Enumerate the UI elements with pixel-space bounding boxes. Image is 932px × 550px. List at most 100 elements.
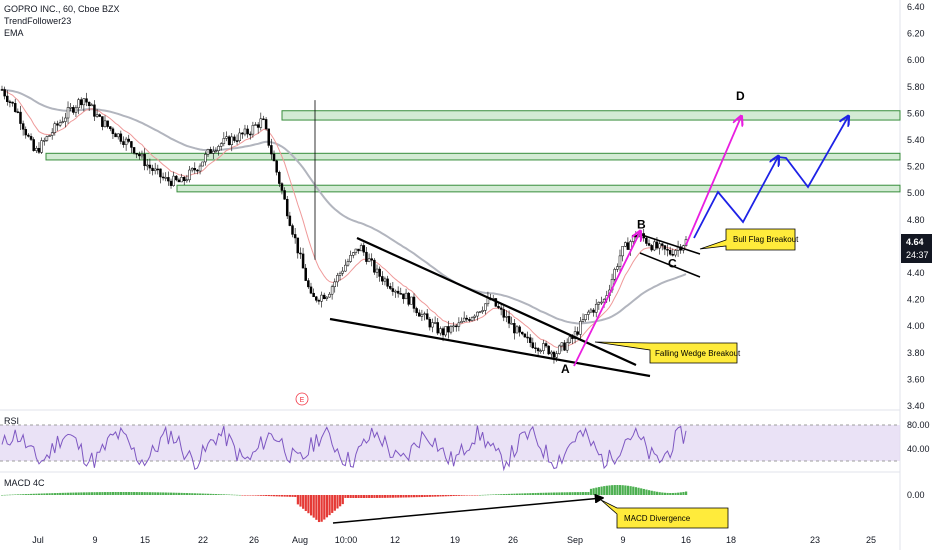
macd-bar bbox=[587, 492, 590, 495]
macd-bar bbox=[489, 494, 492, 496]
macd-bar bbox=[368, 495, 371, 498]
callout-macd-divergence[interactable]: MACD Divergence bbox=[600, 499, 729, 529]
macd-bar bbox=[225, 494, 228, 495]
macd-bar bbox=[98, 492, 101, 495]
candle-body bbox=[602, 299, 606, 303]
macd-bar bbox=[418, 495, 421, 498]
resistance-zone[interactable] bbox=[176, 184, 901, 193]
macd-bar bbox=[584, 492, 587, 495]
resistance-zones bbox=[45, 110, 901, 193]
macd-bar bbox=[523, 493, 527, 495]
macd-bar bbox=[22, 494, 25, 495]
macd-bar bbox=[304, 495, 307, 512]
macd-bar bbox=[170, 492, 173, 495]
candle-body bbox=[177, 179, 181, 183]
macd-bar bbox=[613, 485, 616, 495]
candle-body bbox=[518, 326, 521, 333]
macd-bar bbox=[492, 494, 495, 495]
candle-body bbox=[72, 107, 75, 113]
symbol-title[interactable]: GOPRO INC., 60, Cboe BZX bbox=[4, 4, 120, 14]
macd-bar bbox=[156, 492, 160, 495]
macd-bar bbox=[191, 493, 194, 495]
macd-bar bbox=[640, 488, 643, 495]
point-label-a: A bbox=[561, 362, 570, 376]
macd-bar bbox=[637, 487, 640, 495]
candle-body bbox=[333, 281, 337, 287]
callout-bull-flag-text: Bull Flag Breakout bbox=[733, 235, 799, 244]
candle-body bbox=[573, 331, 577, 339]
candle-body bbox=[85, 98, 88, 103]
candle-body bbox=[505, 316, 508, 318]
candle-body bbox=[328, 293, 331, 298]
macd-bar bbox=[402, 495, 405, 498]
macd-bar bbox=[51, 493, 54, 495]
ema-slow-line bbox=[1, 88, 687, 325]
wedge-lower-line bbox=[329, 317, 651, 378]
macd-bar bbox=[671, 492, 674, 495]
macd-bar bbox=[394, 495, 397, 498]
flag-lower-line bbox=[639, 252, 701, 278]
macd-bar bbox=[542, 492, 545, 495]
macd-bar bbox=[468, 495, 471, 496]
macd-bar bbox=[386, 495, 389, 498]
macd-bar bbox=[616, 485, 619, 495]
candle-body bbox=[470, 317, 474, 321]
macd-bar bbox=[27, 493, 30, 495]
time-axis[interactable]: Jul 9 15 22 26 Aug 10:00 12 19 26 Sep 9 16 18 23 25 bbox=[32, 535, 876, 545]
macd-bar bbox=[127, 492, 130, 495]
candle-body bbox=[90, 104, 94, 107]
time-tick: 12 bbox=[390, 535, 400, 545]
macd-bar bbox=[11, 494, 14, 496]
macd-bar bbox=[494, 494, 498, 495]
resistance-zone[interactable] bbox=[45, 152, 901, 161]
macd-bar bbox=[251, 495, 255, 496]
candle-body bbox=[634, 234, 638, 238]
macd-bar bbox=[560, 492, 564, 495]
macd-bar bbox=[645, 489, 648, 495]
macd-bar bbox=[74, 492, 78, 495]
candle-body bbox=[373, 259, 376, 273]
callout-bull-flag[interactable]: Bull Flag Breakout bbox=[699, 228, 799, 251]
candle-body bbox=[658, 243, 661, 249]
macd-bar bbox=[420, 495, 424, 498]
macd-bar bbox=[172, 492, 175, 495]
callout-falling-wedge[interactable]: Falling Wedge Breakout bbox=[594, 341, 741, 364]
candle-body bbox=[307, 280, 310, 288]
indicator-name[interactable]: EMA bbox=[4, 28, 24, 38]
macd-bar bbox=[317, 495, 321, 523]
earnings-event-marker[interactable] bbox=[295, 392, 309, 406]
point-label-c: C bbox=[668, 257, 677, 271]
candle-body bbox=[77, 99, 80, 109]
candle-body bbox=[613, 269, 616, 280]
macd-bar bbox=[447, 495, 450, 497]
candle-body bbox=[111, 128, 115, 134]
macd-bar bbox=[669, 492, 672, 495]
macd-bar bbox=[674, 492, 677, 495]
candle-body bbox=[589, 309, 593, 313]
macd-bar bbox=[589, 488, 593, 495]
candle-body bbox=[626, 242, 630, 250]
macd-bar bbox=[658, 492, 661, 495]
macd-bar bbox=[605, 485, 608, 495]
resistance-zone[interactable] bbox=[281, 110, 901, 121]
candle-body bbox=[79, 99, 83, 106]
candle-body bbox=[410, 296, 413, 305]
candle-body bbox=[272, 153, 276, 162]
macd-bar bbox=[518, 493, 521, 495]
candle-body bbox=[270, 145, 273, 155]
macd-bar bbox=[331, 495, 334, 513]
candle-body bbox=[248, 133, 252, 136]
candle-body bbox=[499, 307, 503, 310]
candle-body bbox=[259, 118, 263, 128]
macd-bar bbox=[685, 491, 688, 495]
candle-body bbox=[346, 261, 350, 266]
macd-bar bbox=[270, 495, 273, 497]
candle-body bbox=[528, 337, 532, 343]
macd-bar bbox=[539, 492, 542, 495]
macd-bar bbox=[362, 495, 366, 498]
macd-bar bbox=[423, 495, 426, 497]
macd-bar bbox=[283, 495, 286, 497]
candle-body bbox=[563, 342, 566, 351]
price-tick: 3.80 bbox=[907, 348, 925, 358]
